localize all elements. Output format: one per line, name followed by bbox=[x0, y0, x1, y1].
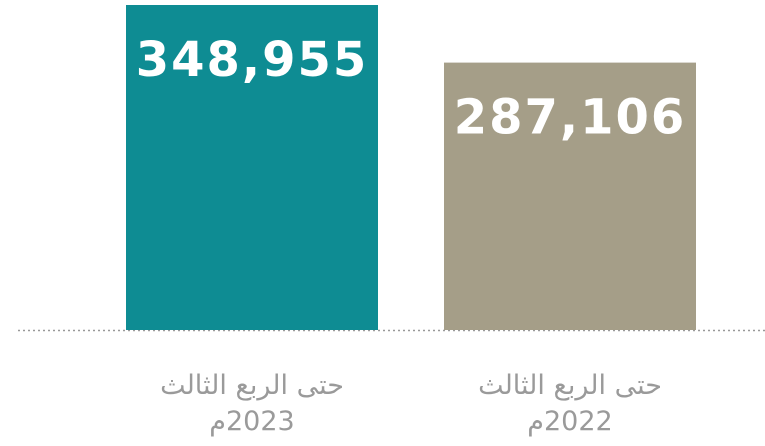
category-label: حتى الربع الثالث 2022م bbox=[478, 370, 662, 437]
value-label: 348,955 bbox=[136, 32, 369, 88]
bar bbox=[126, 5, 378, 330]
category-label: حتى الربع الثالث 2023م bbox=[160, 370, 344, 437]
bar bbox=[444, 62, 696, 330]
value-label: 287,106 bbox=[454, 90, 687, 146]
